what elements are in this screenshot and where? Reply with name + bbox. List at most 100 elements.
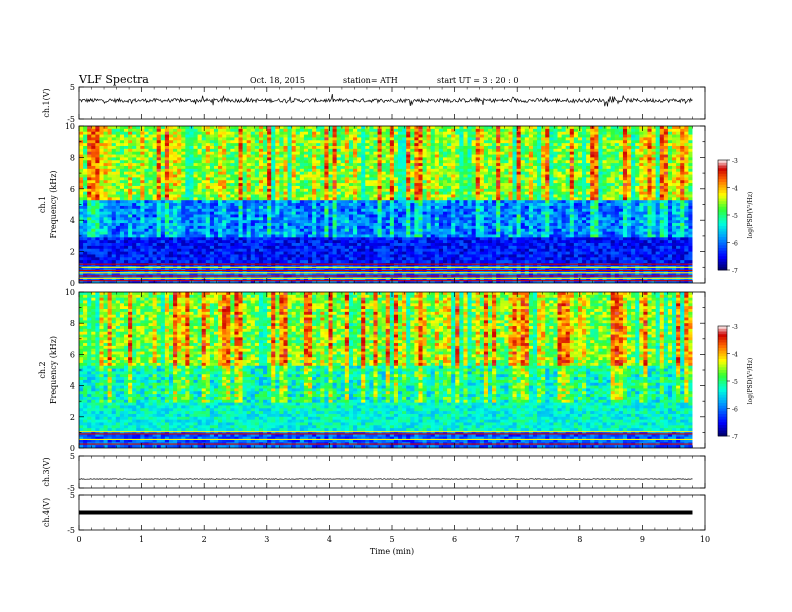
g-s1-cell — [393, 208, 399, 213]
g-s1-cell — [213, 185, 219, 190]
g-s1-cell — [398, 254, 403, 258]
g-s1-cell — [410, 194, 415, 198]
g-s1-cell — [91, 248, 96, 252]
g-s1-cell — [87, 134, 92, 138]
g-s1-cell — [254, 205, 260, 210]
g-s1-cell — [140, 240, 145, 244]
g-s1-cell — [438, 126, 444, 130]
g-s1-cell — [377, 131, 383, 135]
g-s1-cell — [365, 203, 370, 207]
g-s1-cell — [357, 137, 362, 141]
g-s1-cell — [144, 131, 149, 135]
g-s1-cell — [353, 234, 358, 238]
g-s1-cell — [340, 277, 346, 281]
g-s1-cell — [361, 185, 366, 190]
g-s1-cell — [91, 143, 96, 147]
g-s1-cell — [287, 128, 293, 133]
g-s1-cell — [258, 160, 264, 164]
g-s1-cell — [308, 243, 313, 247]
g-s1-cell — [336, 180, 342, 184]
g-s1-cell — [279, 231, 284, 235]
g-s1-cell — [205, 248, 211, 252]
g-s1-cell — [218, 185, 223, 190]
g-s1-cell — [303, 231, 309, 235]
g-s1-cell — [168, 137, 174, 141]
g-s1-cell — [197, 140, 203, 144]
g-s1-cell — [168, 197, 174, 201]
g-s1-cell — [361, 214, 366, 218]
g-s1-cell — [336, 203, 342, 207]
g-s1-cell — [332, 225, 338, 230]
g-s1-cell — [316, 237, 321, 241]
g-s1-cell — [426, 157, 432, 161]
g-s1-cell — [353, 163, 358, 167]
g-s1-cell — [189, 157, 194, 161]
g-s1-cell — [218, 180, 223, 184]
g-s1-cell — [168, 280, 174, 283]
g-s1-cell — [238, 188, 243, 193]
g-s1-cell — [87, 168, 92, 173]
g-s1-cell — [148, 165, 154, 170]
g-s1-cell — [185, 200, 190, 204]
g-s1-cell — [164, 140, 170, 144]
g-s1-cell — [353, 203, 358, 207]
g-s1-cell — [279, 257, 284, 261]
g-s1-cell — [197, 245, 203, 250]
g-s1-cell — [361, 154, 366, 158]
g-s1-cell — [132, 145, 137, 150]
g-s1-cell — [213, 197, 219, 201]
g-s1-cell — [308, 154, 313, 158]
g-s1-cell — [230, 220, 235, 224]
g-s1-cell — [160, 145, 166, 150]
g-s1-cell — [136, 203, 141, 207]
g-s1-cell — [328, 240, 333, 244]
g-s1-cell — [168, 143, 174, 147]
g-s1-cell — [87, 163, 92, 167]
g-s1-cell — [177, 165, 182, 170]
g-s1-cell — [414, 280, 419, 283]
g-s1-cell — [246, 280, 252, 283]
g-s1-cell — [353, 220, 358, 224]
g-s1-cell — [144, 251, 149, 255]
g-s1-cell — [197, 240, 203, 244]
g-s1-cell — [103, 257, 109, 261]
g-s1-cell — [246, 200, 252, 204]
g-s1-cell — [87, 160, 92, 164]
g-s1-cell — [177, 208, 182, 213]
g-s1-cell — [181, 220, 186, 224]
g-s1-cell — [254, 126, 260, 130]
g-s1-cell — [209, 174, 215, 178]
g-s1-cell — [406, 225, 411, 230]
g-s1-cell — [344, 217, 350, 221]
g-s1-cell — [312, 217, 317, 221]
g-s1-cell — [160, 191, 166, 195]
g-s1-cell — [152, 214, 158, 218]
g-s1-cell — [357, 248, 362, 252]
g-s1-cell — [254, 168, 260, 173]
g-s1-cell — [377, 148, 383, 153]
g-s1-cell — [287, 237, 293, 241]
g-s1-cell — [271, 200, 276, 204]
g-s1-cell — [361, 260, 366, 264]
g-s1-cell — [414, 217, 419, 221]
g-s1-cell — [414, 154, 419, 158]
g-s1-cell — [173, 188, 178, 193]
g-s1-cell — [406, 151, 411, 155]
g-s1-cell — [201, 143, 207, 147]
g-s1-cell — [156, 137, 162, 141]
g-s1-cell — [402, 194, 407, 198]
g-s1-cell — [201, 174, 207, 178]
g-s1-cell — [275, 168, 280, 173]
g-s1-cell — [258, 137, 264, 141]
g-s1-cell — [426, 197, 432, 201]
g-s1-cell — [332, 245, 338, 250]
g-s1-cell — [226, 168, 231, 173]
g-s1-cell — [434, 228, 440, 233]
g-s1-cell — [168, 151, 174, 155]
g-s1-cell — [348, 145, 354, 150]
g-s1-cell — [328, 143, 333, 147]
g-s1-cell — [160, 171, 166, 175]
g-s1-cell — [111, 145, 117, 150]
g-s1-cell — [332, 214, 338, 218]
g-s1-cell — [308, 163, 313, 167]
